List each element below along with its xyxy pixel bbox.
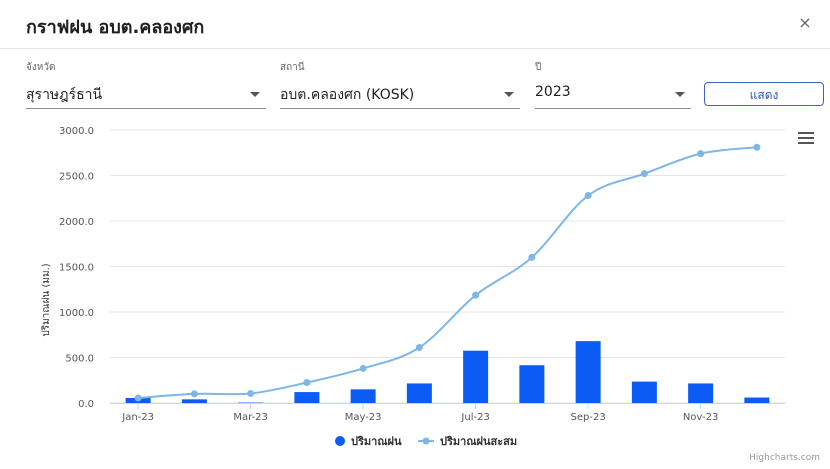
cumulative-points <box>134 143 761 402</box>
chart-legend[interactable]: ปริมาณฝน ปริมาณฝนสะสม <box>335 435 517 448</box>
station-value: อบต.คลองศก (KOSK) <box>280 87 415 103</box>
year-value: 2023 <box>535 84 571 100</box>
y-axis-ticks: 0.0 500.0 1000.0 1500.0 2000.0 2500.0 3000.0 <box>59 126 94 410</box>
cumulative-point[interactable] <box>190 390 198 398</box>
year-select[interactable]: ปี 2023 <box>535 62 691 109</box>
rainfall-bar[interactable] <box>744 397 770 403</box>
rainfall-bar[interactable] <box>294 392 320 403</box>
x-tick-label: Jul-23 <box>460 412 489 423</box>
y-tick-label: 2500.0 <box>59 172 94 183</box>
y-tick-label: 1500.0 <box>59 263 94 274</box>
legend-marker-cumulative[interactable] <box>422 437 430 445</box>
close-icon[interactable]: × <box>798 13 812 32</box>
x-tick-label: Mar-23 <box>233 412 268 423</box>
cumulative-point[interactable] <box>640 170 648 178</box>
x-axis-ticks: Jan-23 Mar-23 May-23 Jul-23 Sep-23 Nov-23 <box>110 403 785 423</box>
chevron-down-icon[interactable] <box>250 92 260 97</box>
cumulative-point[interactable] <box>415 343 423 351</box>
x-tick-label: Jan-23 <box>121 412 154 423</box>
year-label: ปี <box>535 62 542 73</box>
dialog-title: กราฟฝน อบต.คลองศก <box>26 17 205 38</box>
cumulative-line <box>138 146 757 399</box>
rainfall-bar[interactable] <box>350 389 376 403</box>
rainfall-bar[interactable] <box>181 399 207 403</box>
cumulative-point[interactable] <box>528 253 536 261</box>
x-tick-label: Nov-23 <box>683 412 719 423</box>
cumulative-point[interactable] <box>359 364 367 372</box>
rainfall-bar[interactable] <box>406 383 432 403</box>
x-tick-label: Sep-23 <box>571 412 606 423</box>
station-select[interactable]: สถานี อบต.คลองศก (KOSK) <box>280 62 520 109</box>
y-tick-label: 2000.0 <box>59 217 94 228</box>
y-tick-label: 3000.0 <box>59 126 94 137</box>
station-value-box[interactable]: อบต.คลองศก (KOSK) <box>280 82 520 109</box>
province-label: จังหวัด <box>26 62 56 73</box>
chart-gridlines <box>110 129 785 404</box>
cumulative-line-path <box>138 146 757 399</box>
rainfall-bar[interactable] <box>519 365 545 403</box>
station-label: สถานี <box>280 62 305 73</box>
rainfall-bar[interactable] <box>575 341 601 403</box>
year-value-box[interactable]: 2023 <box>535 82 691 109</box>
highcharts-credits[interactable]: Highcharts.com <box>749 453 820 463</box>
rainfall-bars <box>125 341 770 403</box>
rainfall-chart: 0.0 500.0 1000.0 1500.0 2000.0 2500.0 3000.0 J… <box>0 115 830 469</box>
cumulative-point[interactable] <box>697 150 705 158</box>
dialog-header: กราฟฝน อบต.คลองศก × <box>0 0 830 49</box>
y-tick-label: 500.0 <box>65 354 94 365</box>
x-tick-label: May-23 <box>345 412 382 423</box>
chevron-down-icon[interactable] <box>504 92 514 97</box>
province-value-box[interactable]: สุราษฎร์ธานี <box>26 82 266 109</box>
y-tick-label: 1000.0 <box>59 308 94 319</box>
province-select[interactable]: จังหวัด สุราษฎร์ธานี <box>26 62 266 109</box>
legend-label-cumulative[interactable]: ปริมาณฝนสะสม <box>440 435 517 448</box>
cumulative-point[interactable] <box>303 379 311 387</box>
chevron-down-icon[interactable] <box>675 92 685 97</box>
y-tick-label: 0.0 <box>78 399 94 410</box>
province-value: สุราษฎร์ธานี <box>26 87 103 103</box>
hamburger-menu-icon[interactable] <box>798 132 814 144</box>
rainfall-bar[interactable] <box>463 350 489 403</box>
cumulative-point[interactable] <box>134 394 142 402</box>
cumulative-point[interactable] <box>753 143 761 151</box>
rainfall-bar[interactable] <box>688 383 714 403</box>
y-axis-title: ปริมาณฝน (มม.) <box>41 263 52 336</box>
cumulative-point[interactable] <box>584 192 592 200</box>
legend-marker-rainfall[interactable] <box>335 436 345 446</box>
show-button[interactable]: แสดง <box>704 82 824 106</box>
rainfall-bar[interactable] <box>631 381 657 403</box>
cumulative-point[interactable] <box>247 389 255 397</box>
cumulative-point[interactable] <box>472 291 480 299</box>
legend-label-rainfall[interactable]: ปริมาณฝน <box>351 435 402 448</box>
chart-svg: 0.0 500.0 1000.0 1500.0 2000.0 2500.0 3000.0 J… <box>41 126 785 448</box>
